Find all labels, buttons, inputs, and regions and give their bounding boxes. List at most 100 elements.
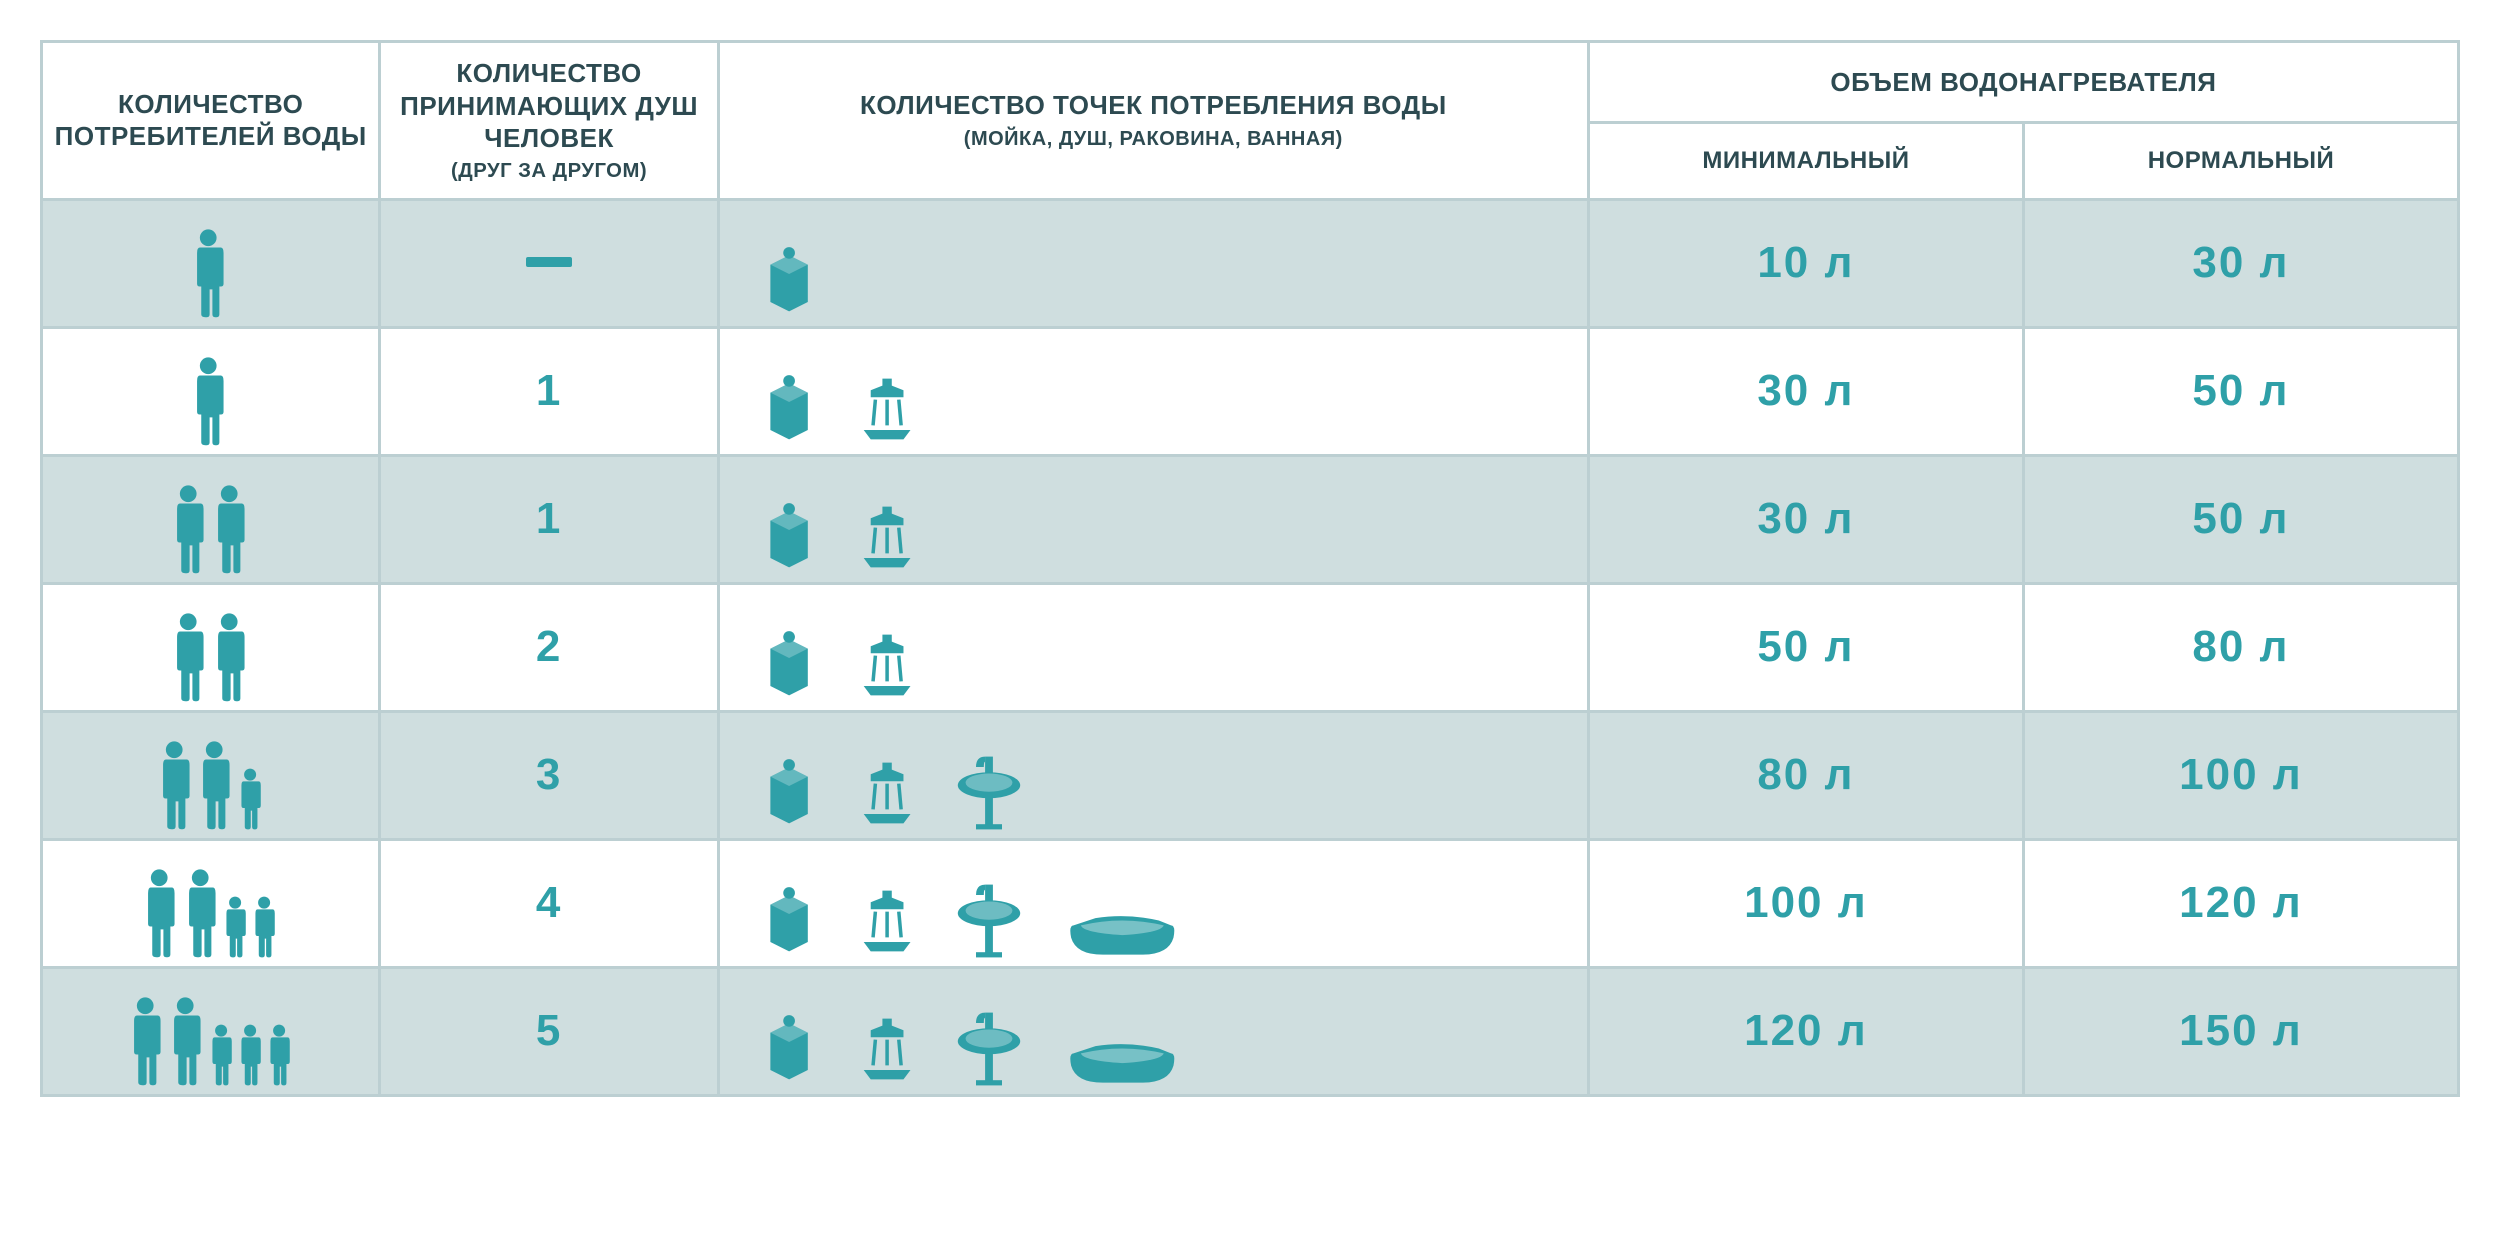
shower-icon	[852, 498, 922, 576]
person-child-icon	[238, 1024, 265, 1088]
col-header-points: КОЛИЧЕСТВО ТОЧЕК ПОТРЕБЛЕНИЯ ВОДЫ (МОЙКА…	[718, 42, 1588, 200]
col-header-showers-sub: (ДРУГ ЗА ДРУГОМ)	[391, 159, 706, 184]
sink-icon	[754, 754, 824, 832]
col-header-showers: КОЛИЧЕСТВО ПРИНИМАЮЩИХ ДУШ ЧЕЛОВЕК (ДРУГ…	[380, 42, 718, 200]
cell-vol-min: 100 л	[1588, 839, 2023, 967]
person-child-icon	[252, 896, 279, 960]
showers-value: 2	[536, 622, 562, 671]
shower-icon	[852, 626, 922, 704]
cell-showers: 1	[380, 327, 718, 455]
vol-norm-value: 50 л	[2192, 366, 2289, 415]
shower-icon	[852, 882, 922, 960]
col-header-consumers: КОЛИЧЕСТВО ПОТРЕБИТЕЛЕЙ ВОДЫ	[42, 42, 380, 200]
cell-points	[718, 967, 1588, 1095]
table-row: 5 120 л 150 л	[42, 967, 2459, 1095]
vol-min-value: 100 л	[1744, 878, 1868, 927]
person-adult-icon	[191, 228, 230, 320]
col-header-points-sub: (МОЙКА, ДУШ, РАКОВИНА, ВАННАЯ)	[730, 127, 1577, 152]
person-adult-icon	[157, 740, 196, 832]
sink-icon	[754, 370, 824, 448]
vol-norm-value: 120 л	[2179, 878, 2303, 927]
col-header-vol-norm: НОРМАЛЬНЫЙ	[2023, 122, 2458, 199]
person-adult-icon	[171, 484, 210, 576]
vol-norm-value: 80 л	[2192, 622, 2289, 671]
person-adult-icon	[197, 740, 236, 832]
vol-min-value: 10 л	[1757, 238, 1854, 287]
cell-vol-norm: 50 л	[2023, 455, 2458, 583]
col-header-showers-main: КОЛИЧЕСТВО ПРИНИМАЮЩИХ ДУШ ЧЕЛОВЕК	[400, 58, 698, 153]
col-header-vol-min: МИНИМАЛЬНЫЙ	[1588, 122, 2023, 199]
table-row: 2 50 л 80 л	[42, 583, 2459, 711]
cell-showers: 2	[380, 583, 718, 711]
vol-min-value: 120 л	[1744, 1006, 1868, 1055]
cell-points	[718, 199, 1588, 327]
cell-showers	[380, 199, 718, 327]
cell-showers: 3	[380, 711, 718, 839]
cell-showers: 4	[380, 839, 718, 967]
person-child-icon	[238, 768, 265, 832]
person-adult-icon	[212, 612, 251, 704]
showers-value: 1	[536, 494, 562, 543]
showers-value: 1	[536, 366, 562, 415]
basin-icon	[950, 1010, 1028, 1088]
bathtub-icon	[1056, 1029, 1189, 1088]
showers-value: 5	[536, 1006, 562, 1055]
sink-icon	[754, 882, 824, 960]
cell-points	[718, 327, 1588, 455]
cell-vol-min: 10 л	[1588, 199, 2023, 327]
cell-vol-min: 80 л	[1588, 711, 2023, 839]
cell-consumers	[42, 711, 380, 839]
showers-value: 4	[536, 878, 562, 927]
person-child-icon	[267, 1024, 294, 1088]
bathtub-icon	[1056, 901, 1189, 960]
cell-showers: 5	[380, 967, 718, 1095]
basin-icon	[950, 882, 1028, 960]
cell-vol-norm: 150 л	[2023, 967, 2458, 1095]
cell-vol-norm: 120 л	[2023, 839, 2458, 967]
water-heater-sizing-table: КОЛИЧЕСТВО ПОТРЕБИТЕЛЕЙ ВОДЫ КОЛИЧЕСТВО …	[40, 40, 2460, 1097]
cell-points	[718, 711, 1588, 839]
vol-norm-value: 50 л	[2192, 494, 2289, 543]
table-row: 10 л 30 л	[42, 199, 2459, 327]
col-header-volume: ОБЪЕМ ВОДОНАГРЕВАТЕЛЯ	[1588, 42, 2458, 123]
cell-showers: 1	[380, 455, 718, 583]
person-adult-icon	[191, 356, 230, 448]
table-row: 4 100 л 120 л	[42, 839, 2459, 967]
person-adult-icon	[171, 612, 210, 704]
shower-icon	[852, 370, 922, 448]
cell-vol-min: 120 л	[1588, 967, 2023, 1095]
cell-points	[718, 839, 1588, 967]
cell-consumers	[42, 583, 380, 711]
vol-norm-value: 150 л	[2179, 1006, 2303, 1055]
vol-min-value: 30 л	[1757, 494, 1854, 543]
sink-icon	[754, 242, 824, 320]
cell-points	[718, 583, 1588, 711]
cell-consumers	[42, 839, 380, 967]
vol-min-value: 80 л	[1757, 750, 1854, 799]
col-header-points-main: КОЛИЧЕСТВО ТОЧЕК ПОТРЕБЛЕНИЯ ВОДЫ	[860, 90, 1447, 120]
basin-icon	[950, 754, 1028, 832]
person-adult-icon	[142, 868, 181, 960]
cell-vol-norm: 100 л	[2023, 711, 2458, 839]
dash-icon	[526, 257, 572, 267]
showers-value: 3	[536, 750, 562, 799]
cell-vol-min: 30 л	[1588, 327, 2023, 455]
person-adult-icon	[212, 484, 251, 576]
person-adult-icon	[168, 996, 207, 1088]
sink-icon	[754, 626, 824, 704]
cell-consumers	[42, 967, 380, 1095]
vol-min-value: 30 л	[1757, 366, 1854, 415]
cell-vol-norm: 80 л	[2023, 583, 2458, 711]
shower-icon	[852, 754, 922, 832]
cell-consumers	[42, 199, 380, 327]
cell-vol-min: 30 л	[1588, 455, 2023, 583]
cell-consumers	[42, 455, 380, 583]
cell-vol-min: 50 л	[1588, 583, 2023, 711]
vol-norm-value: 100 л	[2179, 750, 2303, 799]
sink-icon	[754, 498, 824, 576]
cell-points	[718, 455, 1588, 583]
person-child-icon	[223, 896, 250, 960]
shower-icon	[852, 1010, 922, 1088]
cell-vol-norm: 30 л	[2023, 199, 2458, 327]
person-adult-icon	[128, 996, 167, 1088]
